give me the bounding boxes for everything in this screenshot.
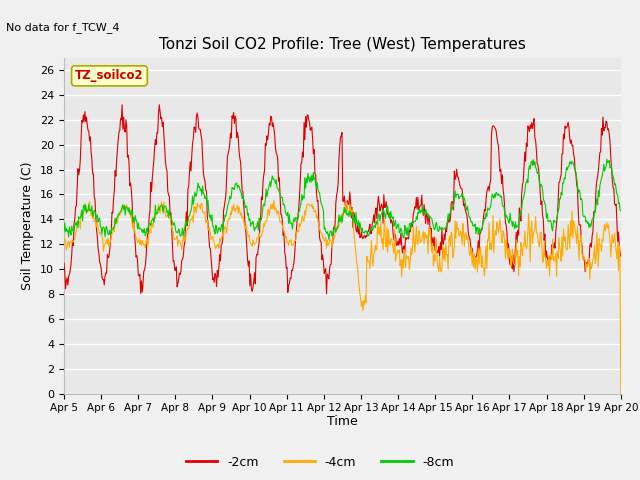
Text: No data for f_TCW_4: No data for f_TCW_4 <box>6 22 120 33</box>
Legend: -2cm, -4cm, -8cm: -2cm, -4cm, -8cm <box>181 451 459 474</box>
Title: Tonzi Soil CO2 Profile: Tree (West) Temperatures: Tonzi Soil CO2 Profile: Tree (West) Temp… <box>159 37 526 52</box>
X-axis label: Time: Time <box>327 415 358 428</box>
Text: TZ_soilco2: TZ_soilco2 <box>75 70 144 83</box>
Y-axis label: Soil Temperature (C): Soil Temperature (C) <box>22 161 35 290</box>
